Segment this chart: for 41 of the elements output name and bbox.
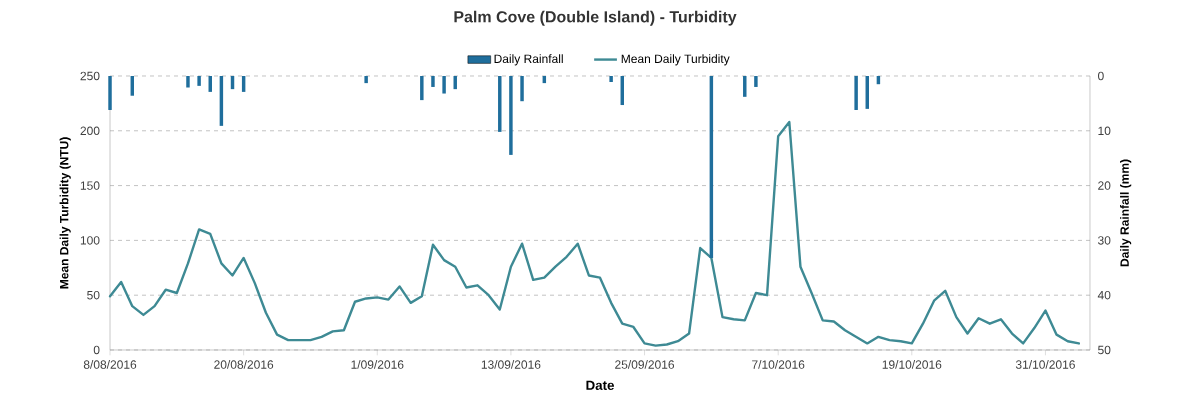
bar [431,76,435,87]
x-tick-label: 13/09/2016 [481,360,541,369]
x-tick-label: 1/09/2016 [351,360,404,369]
x-tick-label: 8/08/2016 [83,360,137,369]
bar [498,76,502,132]
y-tick-label: 100 [80,236,100,245]
chart-title: Palm Cove (Double Island) - Turbidity [454,10,737,26]
bar [754,76,758,87]
x-tick-label: 7/10/2016 [752,360,805,369]
y2-tick-label: 20 [1098,181,1111,190]
bar [197,76,201,86]
bar [453,76,457,90]
legend-label: Mean Daily Turbidity [621,54,730,66]
y-tick-label: 50 [87,290,100,300]
x-axis-title: Date [586,380,614,390]
bar [108,76,112,110]
bar [420,76,424,101]
bar [509,76,513,155]
y2-tick-label: 0 [1098,71,1104,81]
x-tick-label: 31/10/2016 [1015,360,1075,369]
bar [520,76,524,102]
y-tick-label: 250 [80,71,100,81]
y2-axis-title: Daily Rainfall (mm) [1120,159,1132,267]
bar [364,76,368,84]
bar [186,76,190,88]
legend-label: Daily Rainfall [494,54,563,66]
bar [854,76,858,110]
y-tick-label: 200 [80,126,100,136]
y2-tick-label: 10 [1098,126,1111,136]
y-tick-label: 150 [80,181,100,190]
y2-tick-label: 50 [1098,345,1111,355]
bar [442,76,446,94]
y-tick-label: 0 [93,345,100,355]
x-tick-label: 25/09/2016 [615,360,675,369]
x-tick-label: 20/08/2016 [214,360,274,369]
y-axis-title: Mean Daily Turbidity (NTU) [59,137,71,289]
bar [609,76,613,83]
y2-tick-label: 40 [1097,290,1111,300]
y2-tick-label: 30 [1098,236,1111,245]
bar [743,76,747,97]
x-tick-label: 19/10/2016 [882,360,942,369]
